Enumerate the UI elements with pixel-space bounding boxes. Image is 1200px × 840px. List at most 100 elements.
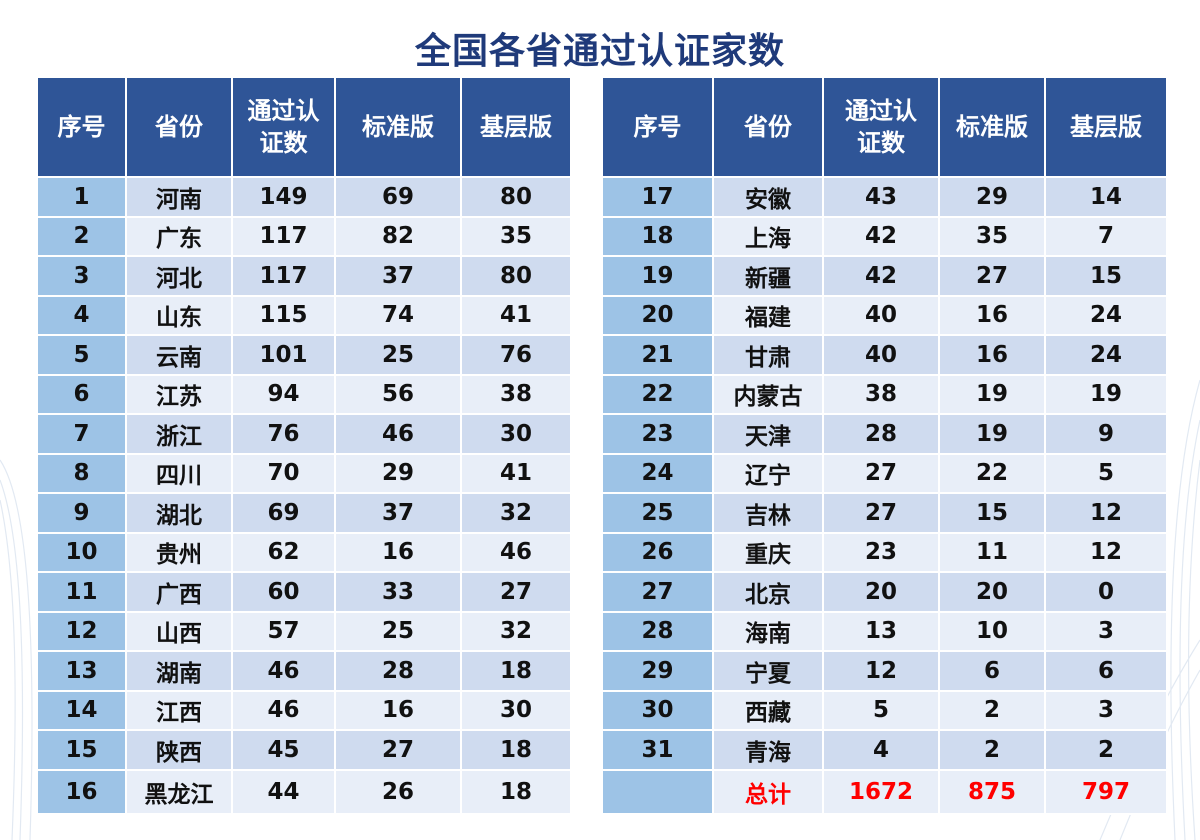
standard-cell: 35: [940, 217, 1044, 255]
total-index-cell: [603, 770, 712, 813]
basic-cell: 18: [462, 731, 570, 769]
basic-cell: 19: [1046, 375, 1166, 413]
index-cell: 24: [603, 454, 712, 492]
standard-cell: 29: [336, 454, 460, 492]
province-cell: 山东: [127, 296, 231, 334]
province-cell: 西藏: [714, 691, 822, 729]
certified-cell: 38: [824, 375, 938, 413]
basic-cell: 18: [462, 770, 570, 813]
standard-cell: 69: [336, 178, 460, 216]
table-row: 28 海南 13 10 3: [603, 612, 1166, 650]
table-row: 20 福建 40 16 24: [603, 296, 1166, 334]
index-cell: 13: [38, 652, 125, 690]
basic-cell: 41: [462, 296, 570, 334]
province-cell: 陕西: [127, 731, 231, 769]
table-row: 31 青海 4 2 2: [603, 731, 1166, 769]
province-cell: 广东: [127, 217, 231, 255]
table-row: 8 四川 70 29 41: [38, 454, 570, 492]
standard-cell: 74: [336, 296, 460, 334]
standard-cell: 27: [336, 731, 460, 769]
header-basic: 基层版: [1046, 78, 1166, 176]
province-cell: 上海: [714, 217, 822, 255]
table-row: 7 浙江 76 46 30: [38, 415, 570, 453]
certified-cell: 43: [824, 178, 938, 216]
province-cell: 云南: [127, 336, 231, 374]
standard-cell: 11: [940, 533, 1044, 571]
province-cell: 福建: [714, 296, 822, 334]
standard-cell: 27: [940, 257, 1044, 295]
province-cell: 青海: [714, 731, 822, 769]
index-cell: 18: [603, 217, 712, 255]
province-cell: 吉林: [714, 494, 822, 532]
standard-cell: 56: [336, 375, 460, 413]
certified-cell: 27: [824, 494, 938, 532]
certified-cell: 13: [824, 612, 938, 650]
certified-cell: 28: [824, 415, 938, 453]
standard-cell: 37: [336, 257, 460, 295]
table-row: 16 黑龙江 44 26 18: [38, 770, 570, 813]
province-cell: 四川: [127, 454, 231, 492]
basic-cell: 0: [1046, 573, 1166, 611]
index-cell: 3: [38, 257, 125, 295]
standard-cell: 28: [336, 652, 460, 690]
certified-cell: 115: [233, 296, 334, 334]
certified-cell: 70: [233, 454, 334, 492]
basic-cell: 7: [1046, 217, 1166, 255]
index-cell: 16: [38, 770, 125, 813]
province-cell: 内蒙古: [714, 375, 822, 413]
certified-cell: 62: [233, 533, 334, 571]
index-cell: 27: [603, 573, 712, 611]
standard-cell: 46: [336, 415, 460, 453]
province-cell: 湖北: [127, 494, 231, 532]
certified-cell: 40: [824, 296, 938, 334]
index-cell: 5: [38, 336, 125, 374]
province-cell: 黑龙江: [127, 770, 231, 813]
basic-cell: 18: [462, 652, 570, 690]
basic-cell: 30: [462, 691, 570, 729]
certified-cell: 44: [233, 770, 334, 813]
basic-cell: 76: [462, 336, 570, 374]
standard-cell: 2: [940, 731, 1044, 769]
index-cell: 17: [603, 178, 712, 216]
index-cell: 4: [38, 296, 125, 334]
standard-cell: 16: [336, 691, 460, 729]
province-cell: 浙江: [127, 415, 231, 453]
header-row: 序号 省份 通过认证数 标准版 基层版: [603, 78, 1166, 176]
basic-cell: 38: [462, 375, 570, 413]
table-row: 11 广西 60 33 27: [38, 573, 570, 611]
index-cell: 20: [603, 296, 712, 334]
total-certified: 1672: [824, 770, 938, 813]
basic-cell: 6: [1046, 652, 1166, 690]
province-cell: 甘肃: [714, 336, 822, 374]
index-cell: 23: [603, 415, 712, 453]
table-row: 23 天津 28 19 9: [603, 415, 1166, 453]
standard-cell: 16: [940, 336, 1044, 374]
header-certified: 通过认证数: [233, 78, 334, 176]
certified-cell: 57: [233, 612, 334, 650]
certified-cell: 23: [824, 533, 938, 571]
index-cell: 14: [38, 691, 125, 729]
table-row: 29 宁夏 12 6 6: [603, 652, 1166, 690]
province-cell: 宁夏: [714, 652, 822, 690]
certified-cell: 117: [233, 217, 334, 255]
header-certified: 通过认证数: [824, 78, 938, 176]
table-row: 13 湖南 46 28 18: [38, 652, 570, 690]
index-cell: 25: [603, 494, 712, 532]
index-cell: 21: [603, 336, 712, 374]
certified-cell: 60: [233, 573, 334, 611]
province-cell: 江西: [127, 691, 231, 729]
total-basic: 797: [1046, 770, 1166, 813]
index-cell: 15: [38, 731, 125, 769]
province-cell: 贵州: [127, 533, 231, 571]
header-standard: 标准版: [336, 78, 460, 176]
table-row: 10 贵州 62 16 46: [38, 533, 570, 571]
index-cell: 1: [38, 178, 125, 216]
basic-cell: 14: [1046, 178, 1166, 216]
table-row: 3 河北 117 37 80: [38, 257, 570, 295]
certified-cell: 94: [233, 375, 334, 413]
index-cell: 10: [38, 533, 125, 571]
table-row: 15 陕西 45 27 18: [38, 731, 570, 769]
standard-cell: 16: [336, 533, 460, 571]
certified-cell: 117: [233, 257, 334, 295]
basic-cell: 5: [1046, 454, 1166, 492]
